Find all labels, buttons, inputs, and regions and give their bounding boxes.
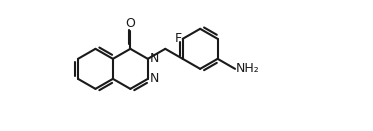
Text: N: N xyxy=(149,72,159,85)
Text: O: O xyxy=(125,17,135,30)
Text: NH₂: NH₂ xyxy=(236,62,260,75)
Text: F: F xyxy=(175,32,182,45)
Text: N: N xyxy=(149,52,159,65)
